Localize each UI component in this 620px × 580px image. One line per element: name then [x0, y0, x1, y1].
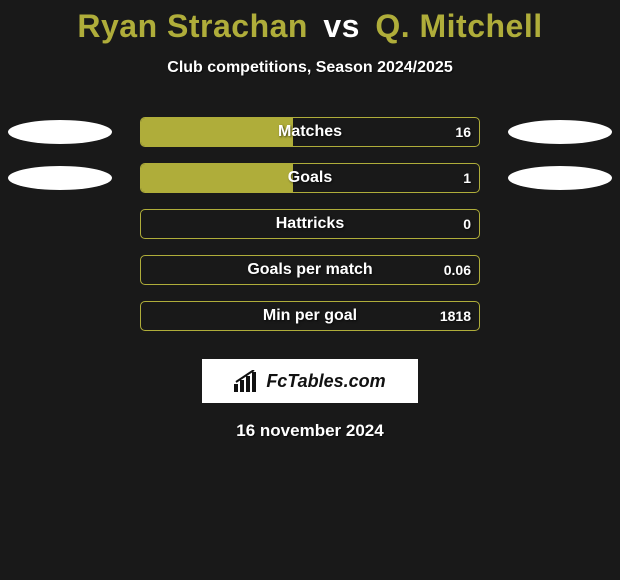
stat-value-right: 1818	[440, 308, 471, 324]
stat-bar: Min per goal1818	[140, 301, 480, 331]
left-ellipse	[8, 166, 112, 190]
stat-bar: Goals per match0.06	[140, 255, 480, 285]
right-ellipse	[508, 166, 612, 190]
stat-value-right: 1	[463, 170, 471, 186]
stat-value-right: 0.06	[444, 262, 471, 278]
stat-row: Goals1	[0, 155, 620, 201]
brand-text: FcTables.com	[266, 371, 385, 392]
stat-bar: Matches16	[140, 117, 480, 147]
stat-value-right: 0	[463, 216, 471, 232]
stat-rows: Matches16 Goals1 Hattricks0 Goals per match…	[0, 109, 620, 339]
date-text: 16 november 2024	[0, 421, 620, 441]
stat-value-right: 16	[455, 124, 471, 140]
bar-fill-left	[141, 118, 293, 146]
stat-row: Goals per match0.06	[0, 247, 620, 293]
player2-name: Q. Mitchell	[375, 8, 542, 44]
stat-label: Min per goal	[141, 307, 479, 325]
stat-row: Min per goal1818	[0, 293, 620, 339]
stat-bar: Hattricks0	[140, 209, 480, 239]
stat-bar: Goals1	[140, 163, 480, 193]
brand-chart-icon	[234, 370, 260, 392]
title: Ryan Strachan vs Q. Mitchell	[0, 8, 620, 45]
subtitle: Club competitions, Season 2024/2025	[0, 59, 620, 77]
title-vs: vs	[323, 8, 360, 44]
stat-row: Matches16	[0, 109, 620, 155]
player1-name: Ryan Strachan	[77, 8, 308, 44]
brand-box: FcTables.com	[202, 359, 418, 403]
bar-fill-left	[141, 164, 293, 192]
right-ellipse	[508, 120, 612, 144]
stat-label: Goals per match	[141, 261, 479, 279]
comparison-card: Ryan Strachan vs Q. Mitchell Club compet…	[0, 0, 620, 441]
left-ellipse	[8, 120, 112, 144]
stat-row: Hattricks0	[0, 201, 620, 247]
stat-label: Hattricks	[141, 215, 479, 233]
